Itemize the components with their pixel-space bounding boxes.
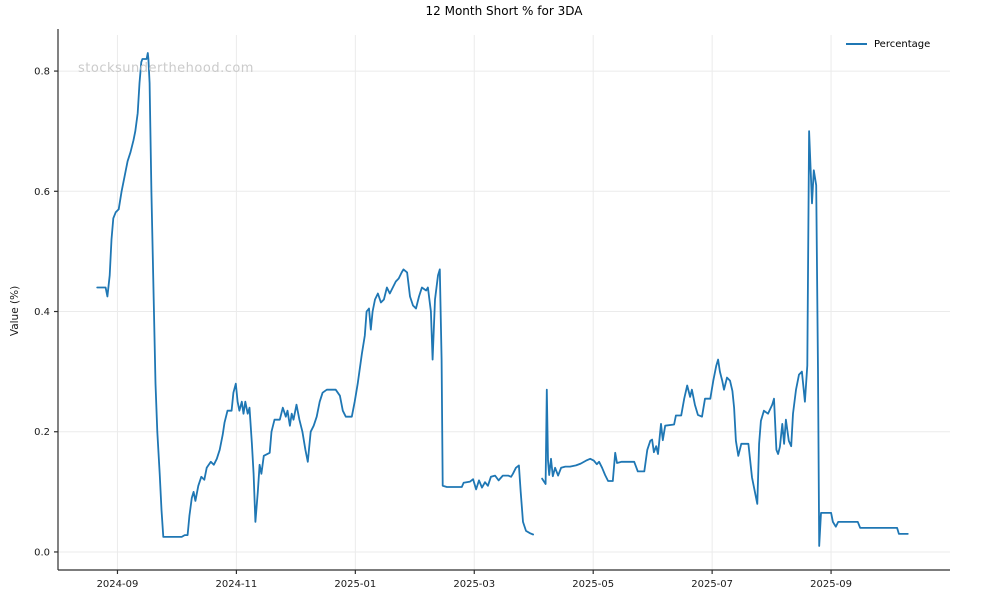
x-tick-label: 2025-03 xyxy=(453,579,495,590)
series-line-percentage xyxy=(541,130,909,547)
chart-title: 12 Month Short % for 3DA xyxy=(425,4,583,18)
y-tick-label: 0.4 xyxy=(34,307,50,318)
legend-label: Percentage xyxy=(874,38,931,50)
x-tick-label: 2024-11 xyxy=(216,579,258,590)
legend: Percentage xyxy=(846,37,930,51)
x-tick-label: 2025-05 xyxy=(572,579,614,590)
x-tick-label: 2025-07 xyxy=(691,579,733,590)
y-axis-label: Value (%) xyxy=(9,285,21,337)
y-tick-label: 0.0 xyxy=(34,547,50,558)
y-tick-label: 0.2 xyxy=(34,427,50,438)
legend-line-swatch-icon xyxy=(846,43,867,45)
series-line-percentage xyxy=(96,52,534,538)
x-tick-label: 2025-09 xyxy=(810,579,852,590)
y-tick-label: 0.8 xyxy=(34,67,50,78)
watermark-text: stocksunderthehood.com xyxy=(78,61,254,76)
x-tick-label: 2024-09 xyxy=(97,579,139,590)
x-tick-label: 2025-01 xyxy=(334,579,376,590)
y-tick-label: 0.6 xyxy=(34,187,50,198)
